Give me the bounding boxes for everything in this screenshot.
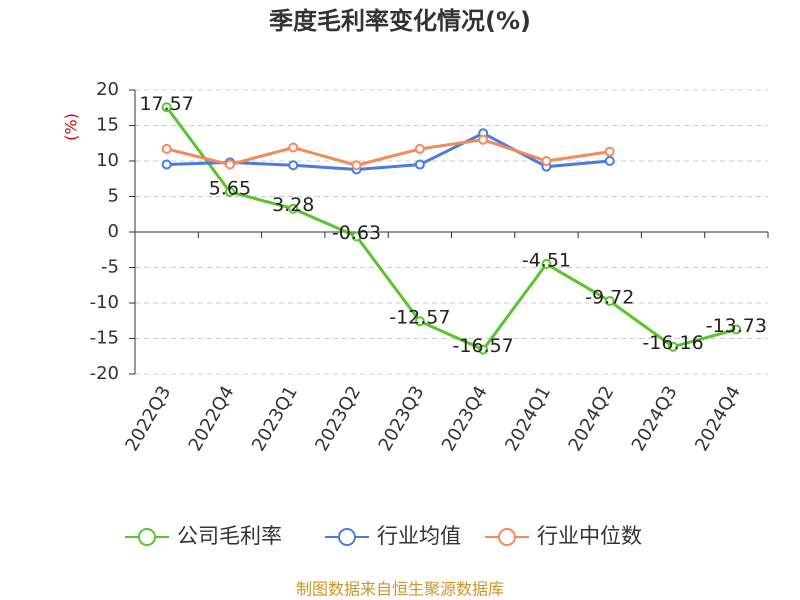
data-label: 5.65: [209, 177, 251, 199]
source-note: 制图数据来自恒生聚源数据库: [296, 580, 504, 599]
x-tick-label: 2023Q1: [248, 383, 302, 455]
x-tick-label: 2023Q3: [375, 383, 429, 455]
data-point: [414, 143, 425, 154]
data-label: -13.73: [706, 315, 767, 337]
data-point: [478, 134, 489, 145]
y-tick-label: -20: [90, 363, 119, 384]
data-point: [414, 159, 425, 170]
data-label: -0.63: [332, 222, 381, 244]
data-point: [731, 324, 742, 335]
series-line: [166, 138, 610, 167]
y-tick-label: 0: [108, 221, 119, 242]
x-tick-label: 2024Q4: [691, 383, 745, 455]
y-tick-label: 20: [96, 79, 119, 100]
data-label: 17.57: [139, 93, 193, 115]
chart-title: 季度毛利率变化情况(%): [269, 7, 531, 35]
data-label: 3.28: [272, 194, 314, 216]
data-label: -16.16: [642, 332, 703, 354]
data-point: [668, 341, 679, 352]
y-tick-label: -15: [90, 328, 119, 349]
x-tick-label: 2024Q3: [628, 383, 682, 455]
data-point: [288, 142, 299, 153]
x-tick-label: 2022Q4: [185, 383, 239, 455]
data-point: [414, 316, 425, 327]
data-point: [288, 160, 299, 171]
x-tick-label: 2022Q3: [121, 383, 175, 455]
y-tick-label: 10: [96, 150, 119, 171]
x-tick-label: 2024Q2: [565, 383, 619, 455]
legend-marker: [498, 528, 516, 546]
data-point: [351, 160, 362, 171]
data-point: [161, 143, 172, 154]
data-label: -12.57: [389, 307, 450, 329]
legend-marker: [138, 528, 156, 546]
y-axis-label: (%): [62, 113, 81, 141]
data-point: [224, 186, 235, 197]
y-tick-label: -10: [90, 292, 119, 313]
data-point: [478, 344, 489, 355]
series-line: [165, 106, 737, 352]
data-point: [604, 156, 615, 166]
data-label: -16.57: [453, 335, 514, 357]
data-point: [161, 159, 172, 170]
x-tick-label: 2023Q2: [311, 383, 365, 455]
data-point: [604, 296, 615, 307]
x-tick-label: 2024Q1: [501, 383, 555, 455]
data-point: [351, 231, 362, 242]
y-tick-label: 15: [96, 115, 119, 136]
data-point: [541, 259, 552, 270]
y-tick-label: -5: [101, 257, 119, 278]
data-point: [161, 102, 172, 113]
legend-label: 公司毛利率: [177, 524, 282, 548]
legend-label: 行业中位数: [537, 524, 642, 548]
data-point: [541, 156, 552, 166]
legend-label: 行业均值: [377, 524, 461, 548]
legend-marker: [338, 528, 356, 546]
x-tick-label: 2023Q4: [438, 383, 492, 455]
data-point: [288, 203, 299, 214]
y-tick-label: 5: [108, 186, 119, 207]
data-point: [224, 159, 235, 170]
data-label: -4.51: [522, 250, 571, 272]
data-point: [604, 146, 615, 157]
data-label: -9.72: [585, 287, 634, 309]
